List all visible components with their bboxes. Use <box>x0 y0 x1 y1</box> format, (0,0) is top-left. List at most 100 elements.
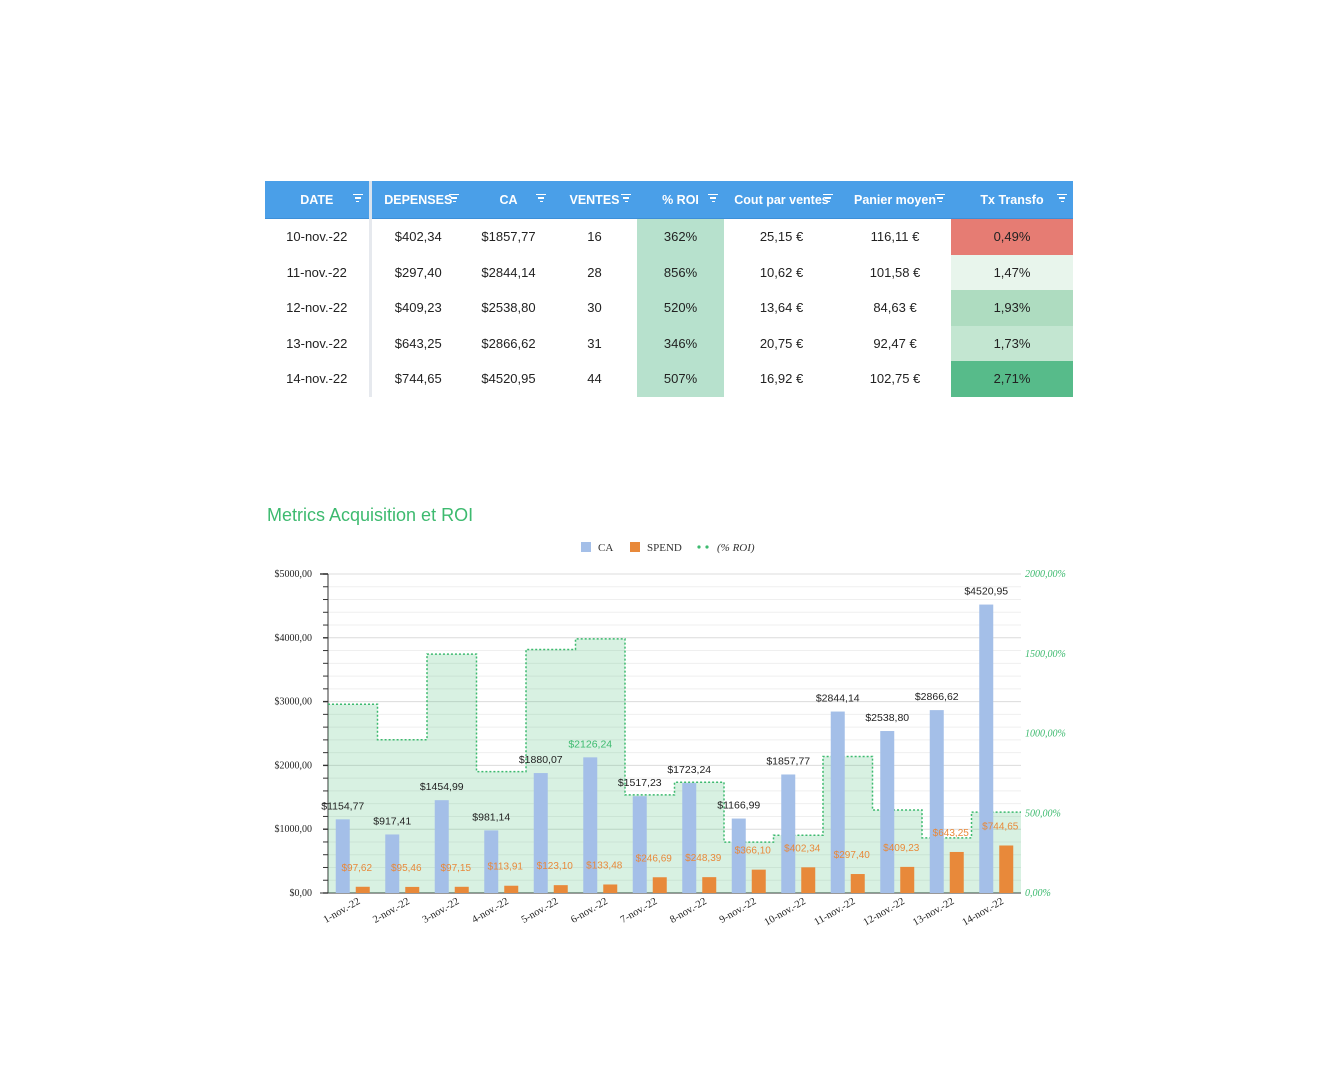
column-header-label: % ROI <box>662 192 699 207</box>
table-cell-tx-transfo[interactable]: 0,49% <box>951 218 1073 255</box>
bar-spend <box>355 886 370 893</box>
bar-spend <box>603 884 618 893</box>
table-cell-roi[interactable]: 856% <box>637 254 724 290</box>
y2-tick-label: 0,00% <box>1025 888 1051 899</box>
data-label-ca: $1454,99 <box>420 781 464 793</box>
table-cell-ventes[interactable]: 44 <box>587 371 602 387</box>
data-label-ca: $4520,95 <box>964 586 1008 598</box>
legend-swatch-spend <box>630 542 640 552</box>
bar-ca <box>533 773 548 893</box>
table-cell-depenses[interactable]: $297,40 <box>394 264 442 280</box>
table-cell-roi[interactable]: 520% <box>637 290 724 326</box>
bar-ca <box>335 819 350 893</box>
table-cell-panier-moyen[interactable]: 84,63 € <box>873 300 917 316</box>
table-cell-cout-par-ventes[interactable]: 20,75 € <box>759 335 804 351</box>
column-header-depenses[interactable]: DEPENSES <box>370 181 465 219</box>
data-label-ca: $1857,77 <box>766 755 810 767</box>
table-cell-depenses[interactable]: $744,65 <box>394 371 442 387</box>
table-cell-panier-moyen[interactable]: 102,75 € <box>869 371 921 387</box>
table-cell-panier-moyen[interactable]: 116,11 € <box>870 229 920 245</box>
filter-icon[interactable] <box>352 194 363 204</box>
data-label-spend: $97,62 <box>341 863 372 874</box>
y2-tick-label: 1500,00% <box>1025 649 1066 660</box>
data-label-ca: $1723,24 <box>667 764 711 776</box>
filter-icon[interactable] <box>1057 194 1067 204</box>
bar-ca <box>880 731 895 893</box>
table-cell-cout-par-ventes[interactable]: 16,92 € <box>759 371 804 387</box>
bar-spend <box>949 851 964 893</box>
column-header-ca[interactable]: CA <box>465 181 552 219</box>
roi-area <box>328 638 1021 893</box>
table-cell-depenses[interactable]: $643,25 <box>394 335 442 351</box>
column-header-ventes[interactable]: VENTES <box>552 181 637 219</box>
table-cell-date[interactable]: 13-nov.-22 <box>265 325 372 361</box>
table-cell-tx-transfo[interactable]: 2,71% <box>951 361 1073 397</box>
table-cell-tx-transfo[interactable]: 1,93% <box>951 290 1073 326</box>
table-cell-roi[interactable]: 507% <box>637 361 724 397</box>
table-cell-date[interactable]: 10-nov.-22 <box>265 218 372 255</box>
column-header-roi[interactable]: % ROI <box>637 181 724 219</box>
column-header-date[interactable]: DATE <box>265 181 372 219</box>
table-cell-ca[interactable]: $2866,62 <box>481 335 536 351</box>
data-label-spend: $409,23 <box>883 843 920 854</box>
table-row: 10-nov.-22 $402,34 $1857,77 16 362% 25,15 € 11… <box>265 218 1073 255</box>
table-cell-ventes[interactable]: 16 <box>587 229 602 245</box>
data-label-ca: $1154,77 <box>321 800 364 812</box>
table-cell-cout-par-ventes[interactable]: 10,62 € <box>759 264 804 280</box>
table-cell-depenses[interactable]: $409,23 <box>394 300 442 316</box>
table-cell-panier-moyen[interactable]: 101,58 € <box>869 264 921 280</box>
x-tick-label: 7-nov.-22 <box>619 896 660 926</box>
table-cell-tx-transfo[interactable]: 1,73% <box>951 325 1073 361</box>
table-cell-roi[interactable]: 346% <box>637 325 724 361</box>
table-cell-ca[interactable]: $2844,14 <box>481 264 536 280</box>
bar-spend <box>652 877 667 893</box>
table-cell-date[interactable]: 14-nov.-22 <box>265 361 372 397</box>
table-cell-depenses[interactable]: $402,34 <box>394 229 442 245</box>
x-tick-label: 6-nov.-22 <box>569 896 610 926</box>
data-label-ca: $2844,14 <box>816 693 860 705</box>
bar-spend <box>850 874 865 893</box>
y-tick-label: $4000,00 <box>275 633 313 644</box>
filter-icon[interactable] <box>621 194 631 204</box>
table-cell-ca[interactable]: $4520,95 <box>481 371 536 387</box>
column-header-cout-par-ventes[interactable]: Cout par ventes <box>724 181 839 219</box>
table-cell-ventes[interactable]: 31 <box>587 335 602 351</box>
bar-ca <box>830 711 845 893</box>
table-cell-ca[interactable]: $1857,77 <box>481 229 536 245</box>
column-header-label: CA <box>499 192 518 207</box>
table-cell-date[interactable]: 11-nov.-22 <box>265 254 372 290</box>
metrics-table: DATE DEPENSES CA VENTES % ROI Cout par ventes… <box>265 181 1073 397</box>
data-label-ca: $1166,99 <box>717 800 760 812</box>
bar-spend <box>900 866 915 893</box>
filter-icon[interactable] <box>823 194 833 204</box>
bar-spend <box>999 845 1014 893</box>
column-header-panier-moyen[interactable]: Panier moyen <box>839 181 951 219</box>
column-header-label: DEPENSES <box>384 192 453 207</box>
roi-step-line <box>328 638 1021 843</box>
data-label-spend: $366,10 <box>735 846 772 857</box>
column-header-tx-transfo[interactable]: Tx Transfo <box>951 181 1073 219</box>
filter-icon[interactable] <box>536 194 546 204</box>
table-cell-cout-par-ventes[interactable]: 25,15 € <box>759 229 804 245</box>
bar-spend <box>405 886 420 893</box>
y-tick-label: $1000,00 <box>275 824 313 835</box>
y-tick-label: $0,00 <box>290 888 313 899</box>
table-cell-ca[interactable]: $2538,80 <box>481 300 536 316</box>
filter-icon[interactable] <box>708 194 718 204</box>
filter-icon[interactable] <box>449 194 459 204</box>
table-cell-panier-moyen[interactable]: 92,47 € <box>873 335 917 351</box>
table-cell-tx-transfo[interactable]: 1,47% <box>951 254 1073 290</box>
x-tick-label: 4-nov.-22 <box>470 896 511 926</box>
table-cell-ventes[interactable]: 28 <box>587 264 602 280</box>
table-cell-cout-par-ventes[interactable]: 13,64 € <box>759 300 804 316</box>
table-cell-roi[interactable]: 362% <box>637 218 724 255</box>
table-cell-date[interactable]: 12-nov.-22 <box>265 290 372 326</box>
data-label-ca: $2126,24 <box>568 738 612 750</box>
table-cell-ventes[interactable]: 30 <box>587 300 602 316</box>
filter-icon[interactable] <box>935 194 945 204</box>
y2-tick-label: 1000,00% <box>1025 729 1066 740</box>
x-tick-label: 9-nov.-22 <box>718 896 759 926</box>
bar-ca <box>385 834 400 893</box>
data-label-ca: $2538,80 <box>865 712 909 724</box>
column-header-label: Panier moyen <box>854 192 936 207</box>
